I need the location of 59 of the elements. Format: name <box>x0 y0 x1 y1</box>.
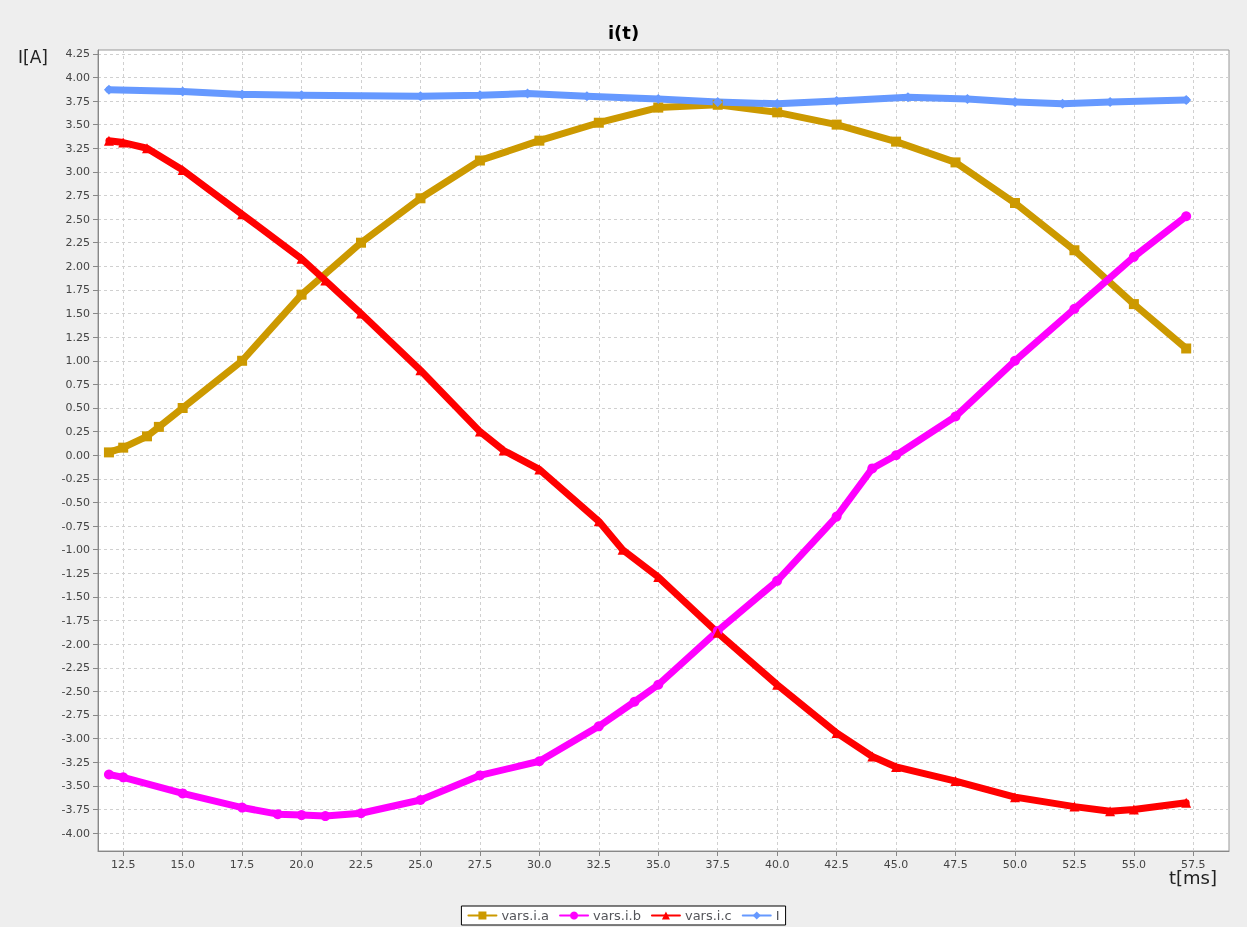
y-tick-label: 1.00 <box>65 354 90 368</box>
y-tick-label: 0.00 <box>65 448 90 462</box>
y-tick-label: 4.00 <box>65 70 90 84</box>
y-tick-label: 4.25 <box>65 47 90 61</box>
x-tick-label: 30.0 <box>527 858 552 871</box>
y-tick-label: -1.75 <box>61 614 90 628</box>
x-tick-label: 20.0 <box>289 858 314 871</box>
x-tick-label: 25.0 <box>408 858 433 871</box>
y-tick-label: -3.25 <box>61 755 90 769</box>
y-tick-label: -2.75 <box>61 708 90 722</box>
y-tick-label: -0.25 <box>61 472 90 486</box>
y-tick-label: 2.75 <box>65 188 90 202</box>
y-tick-label: 3.50 <box>65 118 90 132</box>
y-tick-label: -2.50 <box>61 684 90 698</box>
y-tick-label: 2.25 <box>65 236 90 250</box>
y-tick-label: -4.00 <box>61 826 90 840</box>
legend-label: vars.i.c <box>684 908 732 923</box>
y-tick-label: 3.00 <box>65 165 90 179</box>
y-tick-label: 0.50 <box>65 401 90 415</box>
x-tick-label: 50.0 <box>1002 858 1028 871</box>
y-tick-label: -1.25 <box>61 566 90 580</box>
chart-title: i(t) <box>607 21 640 43</box>
y-tick-label: 0.75 <box>65 377 90 391</box>
y-tick-label: -3.00 <box>61 732 90 746</box>
x-tick-label: 22.5 <box>348 858 374 871</box>
x-tick-label: 32.5 <box>586 858 612 871</box>
legend-label: I <box>775 908 780 923</box>
y-tick-label: -3.50 <box>61 779 90 793</box>
y-tick-label: 1.75 <box>65 283 90 297</box>
y-tick-label: -1.00 <box>61 543 90 557</box>
y-tick-label: 1.25 <box>65 330 90 344</box>
x-tick-label: 15.0 <box>170 858 195 871</box>
legend-label: vars.i.b <box>593 908 641 923</box>
y-tick-label: 3.75 <box>65 94 90 108</box>
y-tick-label: -0.75 <box>61 519 90 533</box>
x-tick-label: 35.0 <box>646 858 671 871</box>
y-tick-label: -2.25 <box>61 661 90 675</box>
y-tick-label: -1.50 <box>61 590 90 604</box>
y-tick-label: 0.25 <box>65 425 90 439</box>
x-tick-label: 57.5 <box>1181 858 1206 871</box>
x-tick-label: 52.5 <box>1062 858 1087 871</box>
y-tick-label: 3.25 <box>65 141 90 155</box>
legend-label: vars.i.a <box>501 908 550 923</box>
x-tick-label: 40.0 <box>764 858 790 871</box>
x-tick-label: 37.5 <box>705 858 730 871</box>
x-tick-label: 12.5 <box>110 858 136 871</box>
x-tick-label: 45.0 <box>883 858 909 871</box>
y-tick-label: 2.00 <box>65 259 90 273</box>
x-tick-label: 47.5 <box>943 858 968 871</box>
y-axis-title: I[A] <box>18 46 48 67</box>
y-tick-label: 2.50 <box>65 212 90 226</box>
y-tick-label: -3.75 <box>61 802 90 816</box>
y-tick-label: -0.50 <box>61 495 90 509</box>
y-tick-label: -2.00 <box>61 637 90 651</box>
y-tick-label: 1.50 <box>65 307 90 321</box>
x-tick-label: 55.0 <box>1121 858 1147 871</box>
x-tick-label: 42.5 <box>824 858 849 871</box>
x-tick-label: 17.5 <box>229 858 255 871</box>
x-tick-label: 27.5 <box>467 858 493 871</box>
